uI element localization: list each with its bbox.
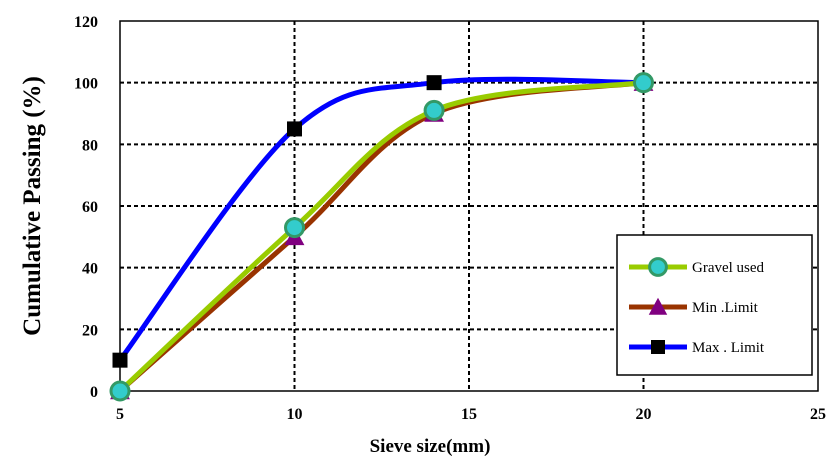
series-2-point-2 — [426, 75, 442, 91]
x-tick-label-10: 10 — [287, 406, 303, 423]
series-line-0 — [117, 80, 646, 394]
x-tick-label-25: 25 — [810, 406, 826, 423]
legend: Gravel used Min .Limit Max . Limit — [616, 234, 813, 376]
legend-marker-0 — [648, 257, 668, 277]
y-tick-label-40: 40 — [82, 261, 98, 278]
y-axis-title: Cumulative Passing (%) — [19, 76, 46, 336]
legend-marker-2 — [651, 340, 665, 354]
series-0-point-2 — [423, 99, 445, 121]
y-tick-label-60: 60 — [82, 199, 98, 216]
y-tick-label-120: 120 — [74, 14, 98, 31]
legend-marker-1 — [648, 297, 668, 315]
series-0-point-1 — [284, 217, 305, 239]
legend-label-2: Max . Limit — [692, 340, 765, 356]
series-lines — [117, 76, 646, 394]
x-axis-title: Sieve size(mm) — [370, 436, 491, 456]
y-tick-label-100: 100 — [74, 76, 98, 93]
legend-label-0: Gravel used — [692, 260, 765, 276]
series-2-point-1 — [287, 121, 302, 137]
y-tick-label-0: 0 — [90, 384, 98, 401]
x-tick-label-15: 15 — [461, 406, 477, 423]
series-0-point-3 — [633, 72, 654, 94]
series-markers — [109, 72, 654, 402]
x-tick-label-20: 20 — [636, 406, 652, 423]
y-tick-label-80: 80 — [82, 137, 98, 154]
series-0-point-0 — [109, 380, 131, 402]
series-line-2 — [117, 76, 646, 363]
tick-labels: 0 20 40 60 80 100 120 5 10 15 20 25 — [74, 14, 826, 423]
series-2-point-0 — [112, 352, 128, 368]
x-tick-label-5: 5 — [116, 406, 124, 423]
plot-area-frame — [119, 20, 819, 392]
series-line-1 — [117, 80, 646, 394]
y-tick-label-20: 20 — [82, 322, 98, 339]
legend-label-1: Min .Limit — [692, 300, 759, 316]
